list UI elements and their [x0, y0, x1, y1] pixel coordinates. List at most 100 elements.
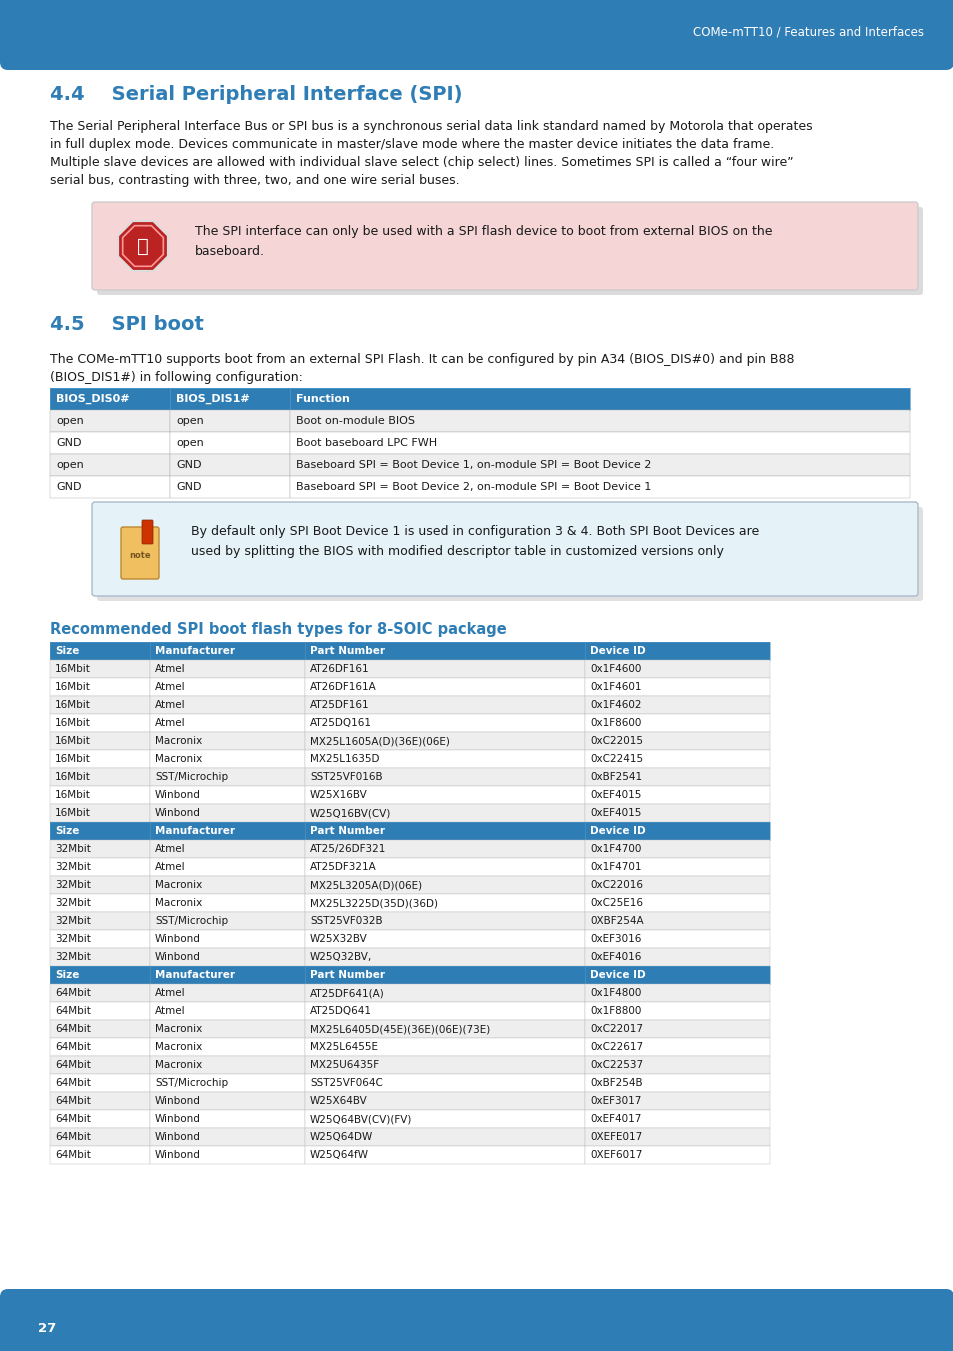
Bar	[584, 894, 769, 912]
Text: 4.5    SPI boot: 4.5 SPI boot	[50, 315, 204, 334]
Bar	[305, 661, 584, 678]
Text: note: note	[129, 550, 151, 559]
Polygon shape	[118, 222, 168, 272]
Bar	[50, 476, 170, 499]
Bar	[50, 929, 150, 948]
Text: BIOS_DIS1#: BIOS_DIS1#	[175, 394, 250, 404]
Bar	[150, 696, 305, 713]
Bar	[150, 642, 305, 661]
Text: Boot baseboard LPC FWH: Boot baseboard LPC FWH	[295, 438, 436, 449]
Text: Baseboard SPI = Boot Device 2, on-module SPI = Boot Device 1: Baseboard SPI = Boot Device 2, on-module…	[295, 482, 651, 492]
Text: 64Mbit: 64Mbit	[55, 1078, 91, 1088]
Text: Macronix: Macronix	[154, 1024, 202, 1034]
Bar	[584, 821, 769, 840]
Text: Atmel: Atmel	[154, 717, 186, 728]
Text: 0xBF254B: 0xBF254B	[589, 1078, 642, 1088]
Text: Boot on-module BIOS: Boot on-module BIOS	[295, 416, 415, 426]
Text: 64Mbit: 64Mbit	[55, 1115, 91, 1124]
Bar	[305, 1020, 584, 1038]
Text: 16Mbit: 16Mbit	[55, 736, 91, 746]
Text: SST25VF016B: SST25VF016B	[310, 771, 382, 782]
Bar	[50, 432, 170, 454]
Text: 64Mbit: 64Mbit	[55, 1042, 91, 1052]
Bar	[305, 1146, 584, 1165]
Text: Manufacturer: Manufacturer	[154, 646, 234, 657]
Bar	[50, 661, 150, 678]
Bar	[305, 894, 584, 912]
Text: Atmel: Atmel	[154, 700, 186, 711]
Bar	[584, 858, 769, 875]
Bar	[290, 388, 909, 409]
Text: MX25L1635D: MX25L1635D	[310, 754, 379, 765]
Bar	[150, 642, 305, 661]
Text: The Serial Peripheral Interface Bus or SPI bus is a synchronous serial data link: The Serial Peripheral Interface Bus or S…	[50, 120, 812, 132]
Bar	[305, 713, 584, 732]
Bar	[305, 840, 584, 858]
Bar	[50, 966, 150, 984]
Bar	[150, 1038, 305, 1056]
Text: GND: GND	[56, 482, 81, 492]
Text: 16Mbit: 16Mbit	[55, 808, 91, 817]
Bar	[150, 1092, 305, 1111]
Text: 0x1F4800: 0x1F4800	[589, 988, 640, 998]
Text: 0xC22415: 0xC22415	[589, 754, 642, 765]
Bar	[584, 984, 769, 1002]
Bar	[584, 948, 769, 966]
FancyBboxPatch shape	[142, 520, 152, 544]
Bar	[584, 732, 769, 750]
Text: 16Mbit: 16Mbit	[55, 682, 91, 692]
Bar	[305, 821, 584, 840]
Text: 0xEF4015: 0xEF4015	[589, 808, 640, 817]
Text: serial bus, contrasting with three, two, and one wire serial buses.: serial bus, contrasting with three, two,…	[50, 174, 459, 186]
Bar	[0, 0, 953, 50]
Bar	[150, 984, 305, 1002]
Bar	[305, 678, 584, 696]
Bar	[50, 912, 150, 929]
Text: open: open	[175, 438, 204, 449]
Text: 0x1F4700: 0x1F4700	[589, 844, 640, 854]
Bar	[50, 821, 150, 840]
Bar	[50, 696, 150, 713]
Bar	[170, 409, 290, 432]
Text: W25X64BV: W25X64BV	[310, 1096, 367, 1106]
Text: Atmel: Atmel	[154, 682, 186, 692]
Text: 🤚: 🤚	[137, 236, 149, 255]
Bar	[50, 894, 150, 912]
Bar	[305, 786, 584, 804]
Text: 32Mbit: 32Mbit	[55, 862, 91, 871]
FancyBboxPatch shape	[0, 1289, 953, 1325]
Bar	[584, 642, 769, 661]
Bar	[50, 1020, 150, 1038]
Text: 32Mbit: 32Mbit	[55, 934, 91, 944]
Bar	[584, 1146, 769, 1165]
Text: 0xC22016: 0xC22016	[589, 880, 642, 890]
Bar	[150, 912, 305, 929]
Text: Atmel: Atmel	[154, 663, 186, 674]
Bar	[50, 642, 150, 661]
Text: 4.4    Serial Peripheral Interface (SPI): 4.4 Serial Peripheral Interface (SPI)	[50, 85, 462, 104]
Text: Size: Size	[55, 646, 79, 657]
Bar	[305, 696, 584, 713]
Text: 64Mbit: 64Mbit	[55, 1006, 91, 1016]
Text: MX25L3225D(35D)(36D): MX25L3225D(35D)(36D)	[310, 898, 437, 908]
Bar	[305, 966, 584, 984]
Text: MX25U6435F: MX25U6435F	[310, 1061, 378, 1070]
Bar	[50, 1074, 150, 1092]
Bar	[584, 840, 769, 858]
Text: Size: Size	[55, 825, 79, 836]
Bar	[584, 767, 769, 786]
Text: Atmel: Atmel	[154, 844, 186, 854]
Bar	[50, 642, 150, 661]
Text: baseboard.: baseboard.	[194, 245, 265, 258]
Text: Atmel: Atmel	[154, 862, 186, 871]
Text: 0xEF3016: 0xEF3016	[589, 934, 640, 944]
Text: SST/Microchip: SST/Microchip	[154, 771, 228, 782]
Bar	[305, 642, 584, 661]
Bar	[50, 804, 150, 821]
Text: Atmel: Atmel	[154, 988, 186, 998]
Text: W25X32BV: W25X32BV	[310, 934, 367, 944]
Text: 32Mbit: 32Mbit	[55, 916, 91, 925]
Bar	[584, 929, 769, 948]
Bar	[150, 966, 305, 984]
Bar	[584, 1128, 769, 1146]
